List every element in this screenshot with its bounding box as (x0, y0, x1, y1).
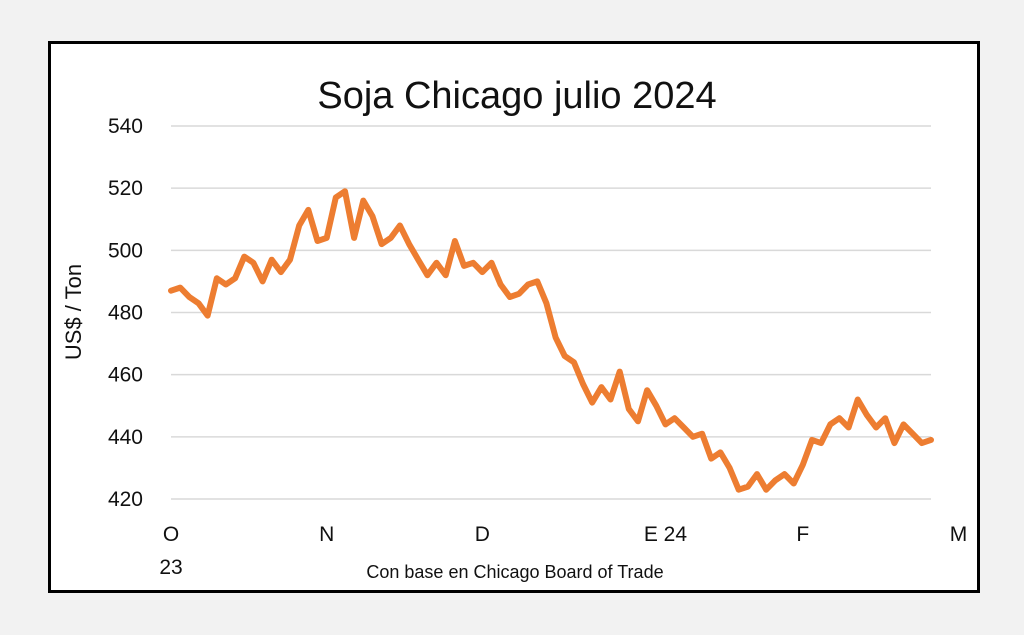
x-tick-label: O (163, 523, 179, 546)
y-tick-label: 420 (108, 488, 143, 511)
y-axis-ticks: 540 520 500 480 460 440 420 (108, 115, 143, 511)
y-tick-label: 440 (108, 426, 143, 449)
x-axis-caption: Con base en Chicago Board of Trade (366, 562, 663, 582)
x-tick-label: F (796, 523, 809, 546)
y-tick-label: 520 (108, 177, 143, 200)
x-tick-label: N (319, 523, 334, 546)
x-tick-sublabel: 23 (159, 556, 182, 579)
y-tick-label: 460 (108, 364, 143, 387)
series-group (168, 188, 934, 493)
x-tick-label: D (475, 523, 490, 546)
chart-title: Soja Chicago julio 2024 (317, 75, 716, 117)
gridlines (171, 125, 931, 500)
x-tick-label: M (950, 523, 968, 546)
y-tick-label: 480 (108, 302, 143, 325)
y-axis-label: US$ / Ton (61, 264, 86, 360)
y-tick-label: 500 (108, 239, 143, 262)
line-chart: Soja Chicago julio 2024 540 520 500 480 460 4… (61, 75, 967, 582)
chart-frame: Soja Chicago julio 2024 540 520 500 480 460 4… (48, 41, 980, 593)
y-tick-label: 540 (108, 115, 143, 138)
series-line (168, 188, 934, 493)
x-axis-ticks: O 23 N D E 24 F M (159, 523, 967, 579)
x-tick-label: E 24 (644, 523, 688, 546)
